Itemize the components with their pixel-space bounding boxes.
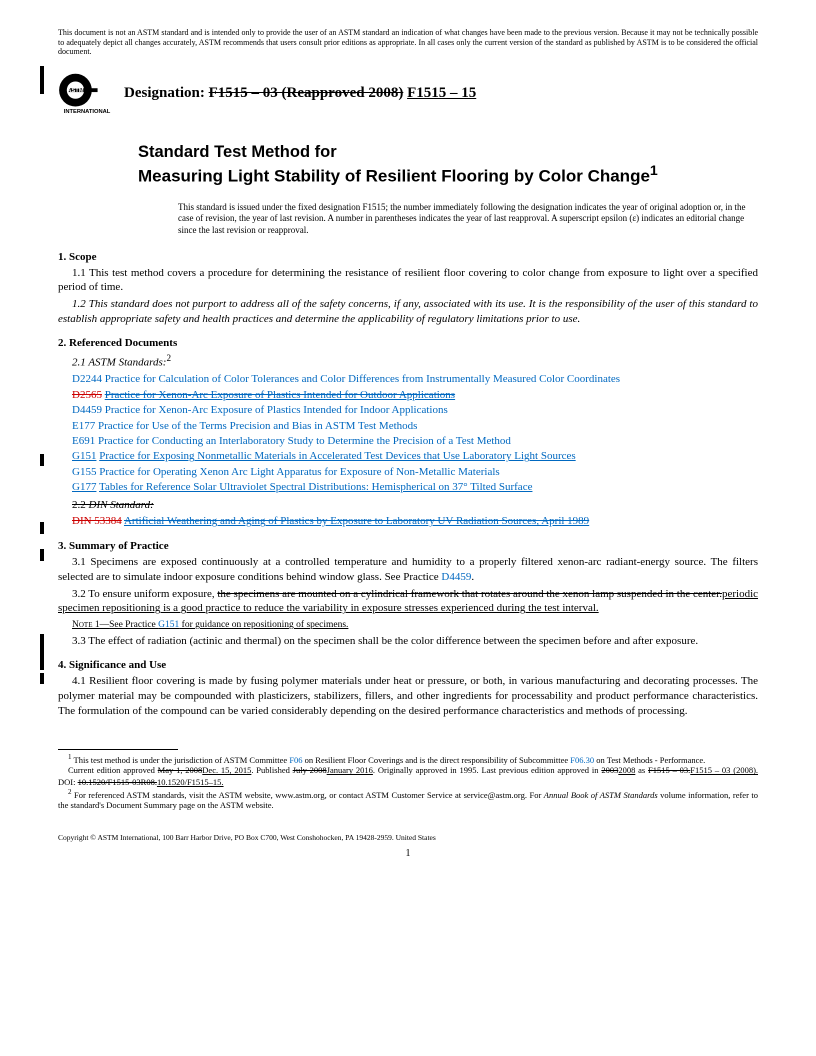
scope-p1: 1.1 This test method covers a procedure … [58,266,758,296]
ref-e177: E177 Practice for Use of the Terms Preci… [72,419,758,434]
designation-header: INTERNATIONAL ASTM Designation: F1515 – … [58,69,758,119]
ref-e691: E691 Practice for Conducting an Interlab… [72,434,758,449]
astm-logo: INTERNATIONAL ASTM [58,69,116,119]
ref-g177-added: G177 Tables for Reference Solar Ultravio… [72,480,758,495]
title-main: Measuring Light Stability of Resilient F… [138,162,758,188]
svg-text:ASTM: ASTM [67,88,84,94]
change-bar [40,673,44,684]
astm-standards-subhead: 2.1 ASTM Standards:2 [58,352,758,371]
svg-text:INTERNATIONAL: INTERNATIONAL [64,109,111,115]
footnote-1-edition: Current edition approved May 1, 2008Dec.… [58,765,758,787]
ref-g155: G155 Practice for Operating Xenon Arc Li… [72,465,758,480]
designation-old: F1515 – 03 (Reapproved 2008) [209,85,404,101]
designation-text: Designation: F1515 – 03 (Reapproved 2008… [124,85,476,102]
title-block: Standard Test Method for Measuring Light… [138,143,758,237]
page-number: 1 [58,848,758,859]
issuance-note: This standard is issued under the fixed … [178,202,758,237]
section-summary-head: 3. Summary of Practice [58,540,758,552]
title-prefix: Standard Test Method for [138,143,758,162]
copyright-line: Copyright © ASTM International, 100 Barr… [58,833,758,842]
ref-d4459: D4459 Practice for Xenon-Arc Exposure of… [72,403,758,418]
significance-p1: 4.1 Resilient floor covering is made by … [58,674,758,719]
designation-new: F1515 – 15 [407,85,476,101]
ref-g151-added: G151 Practice for Exposing Nonmetallic M… [72,449,758,464]
summary-p3: 3.3 The effect of radiation (actinic and… [58,634,758,649]
footnote-1: 1 This test method is under the jurisdic… [58,753,758,766]
change-bar [40,454,44,466]
note-1: Note 1—See Practice G151 for guidance on… [58,620,758,630]
section-scope-head: 1. Scope [58,251,758,263]
footnote-2: 2 For referenced ASTM standards, visit t… [58,788,758,812]
scope-p2-safety: 1.2 This standard does not purport to ad… [58,297,758,327]
ref-d2244: D2244 Practice for Calculation of Color … [72,372,758,387]
section-referenced-head: 2. Referenced Documents [58,337,758,349]
top-disclaimer: This document is not an ASTM standard an… [58,28,758,57]
ref-din53384-deleted: DIN 53384 Artificial Weathering and Agin… [72,514,758,529]
summary-p2: 3.2 To ensure uniform exposure, the spec… [58,587,758,617]
din-standard-subhead-deleted: 2.2 DIN Standard: [58,498,758,513]
section-significance-head: 4. Significance and Use [58,659,758,671]
change-bar [40,549,44,561]
change-bar [40,634,44,670]
summary-p1: 3.1 Specimens are exposed continuously a… [58,555,758,585]
ref-d2565-deleted: D2565 Practice for Xenon-Arc Exposure of… [72,388,758,403]
change-bar [40,522,44,534]
change-bar [40,66,44,94]
footnote-rule [58,749,178,750]
